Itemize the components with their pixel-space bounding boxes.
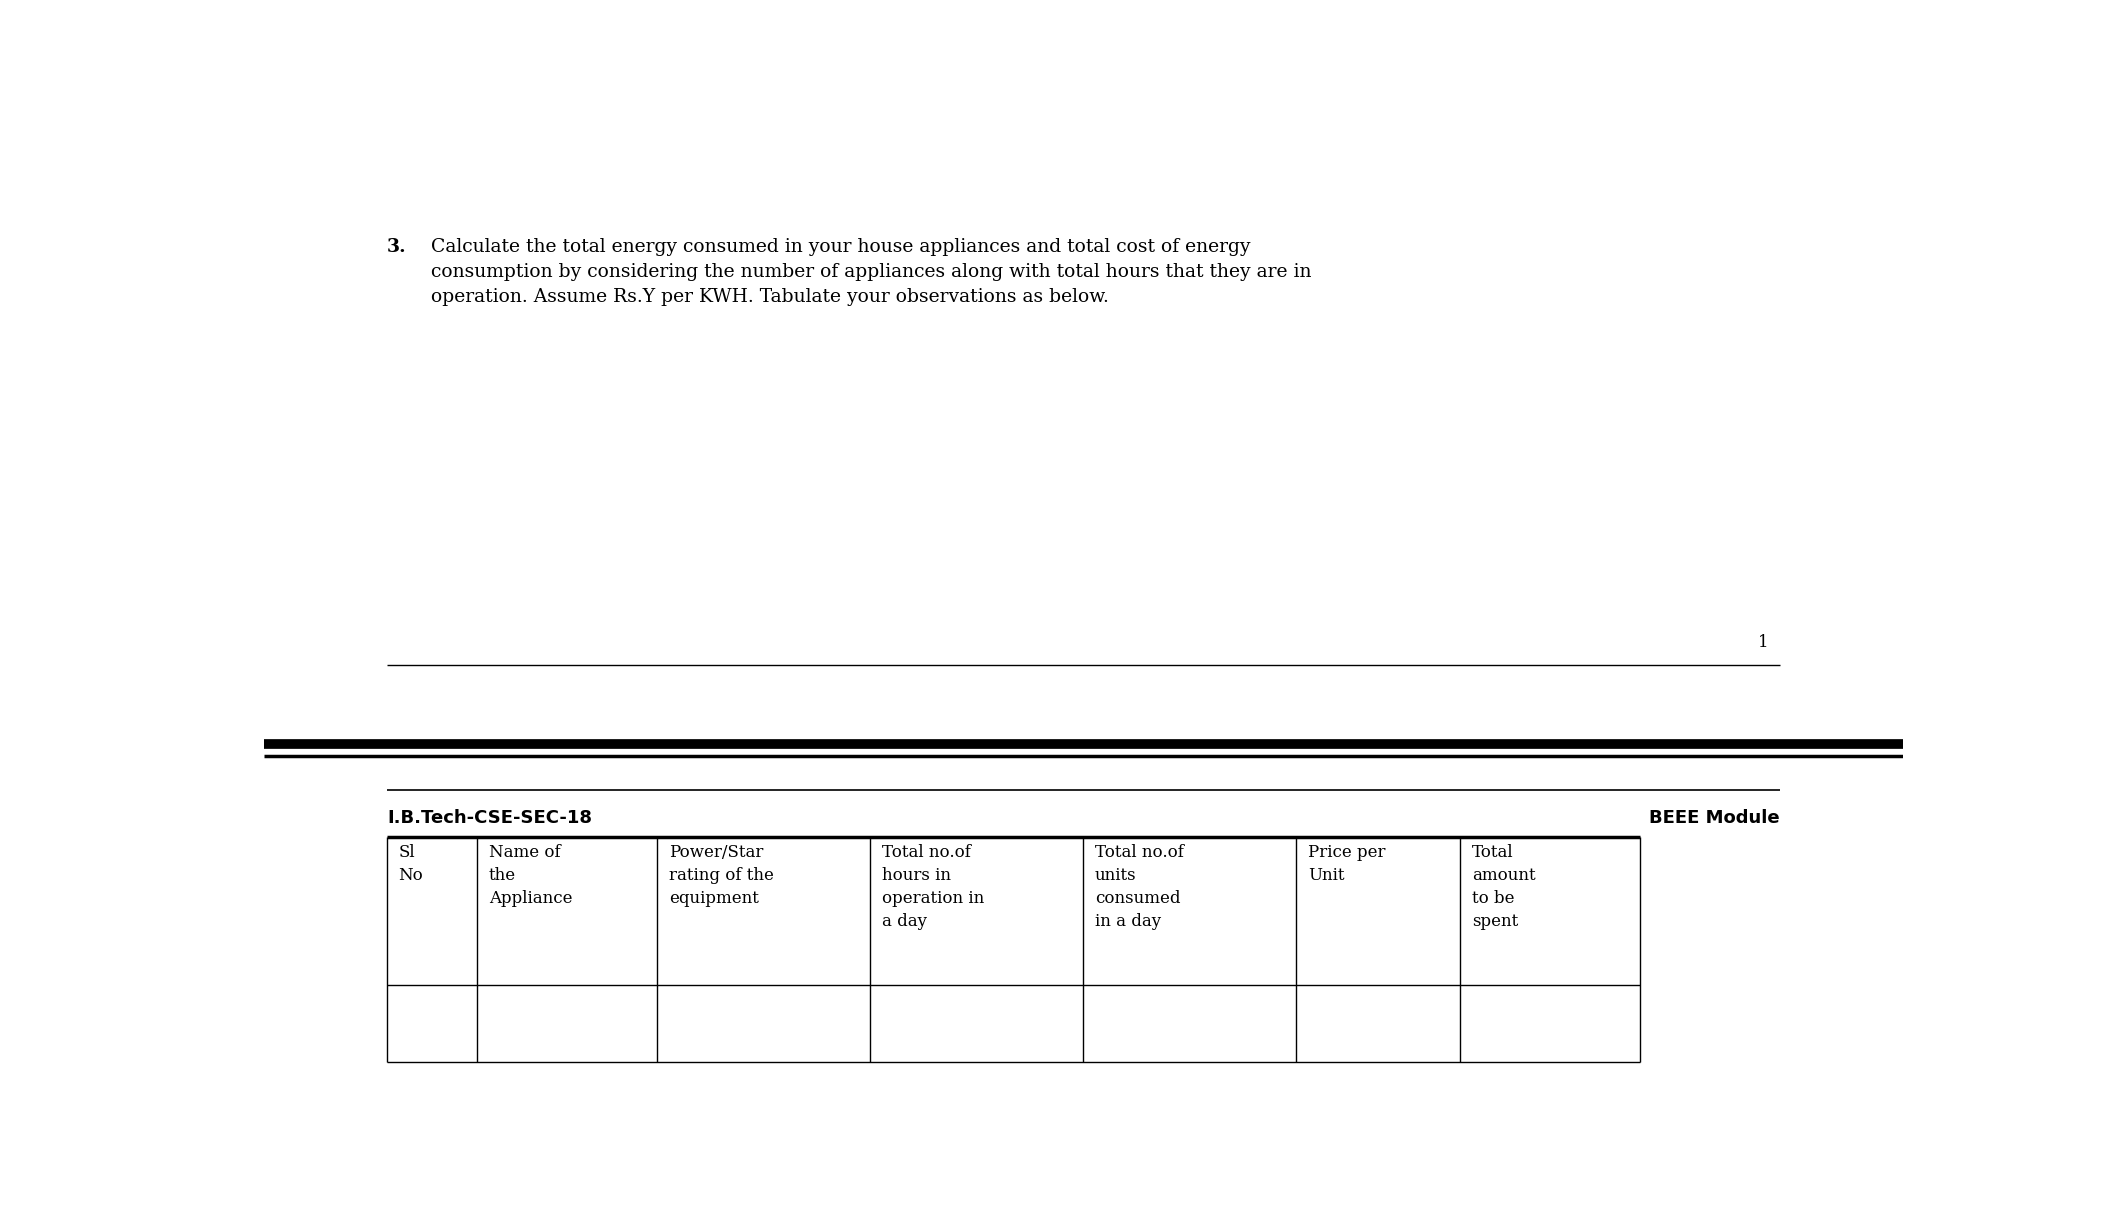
Text: BEEE Module: BEEE Module [1649,809,1780,826]
Text: Power/Star
rating of the
equipment: Power/Star rating of the equipment [668,844,774,907]
Text: Total
amount
to be
spent: Total amount to be spent [1471,844,1535,930]
Text: I.B.Tech-CSE-SEC-18: I.B.Tech-CSE-SEC-18 [387,809,592,826]
Text: Calculate the total energy consumed in your house appliances and total cost of e: Calculate the total energy consumed in y… [431,238,1313,305]
Text: Total no.of
hours in
operation in
a day: Total no.of hours in operation in a day [882,844,985,930]
Text: Name of
the
Appliance: Name of the Appliance [488,844,573,907]
Text: Total no.of
units
consumed
in a day: Total no.of units consumed in a day [1095,844,1184,930]
Text: 1: 1 [1757,634,1767,651]
Text: Sl
No: Sl No [400,844,423,884]
Text: Price per
Unit: Price per Unit [1309,844,1385,884]
Text: 3.: 3. [387,238,406,256]
